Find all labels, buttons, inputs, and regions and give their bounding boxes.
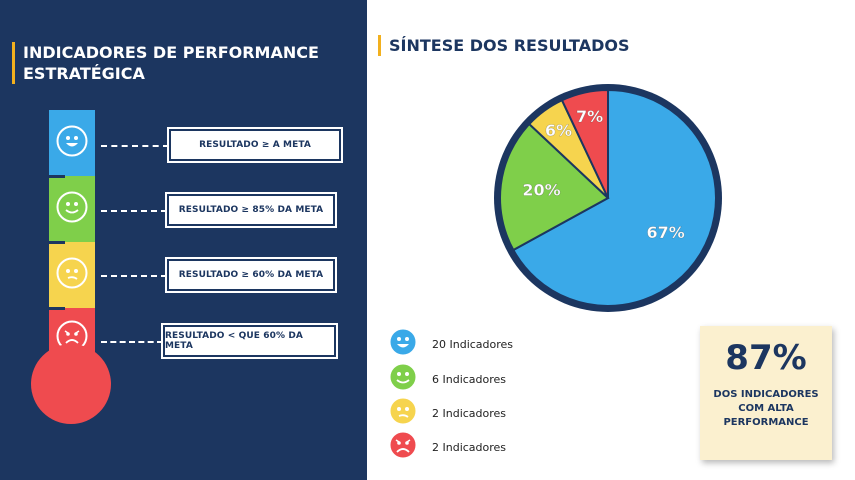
legend-item: 6 Indicadores (388, 362, 506, 397)
smile-face-icon (388, 362, 418, 397)
legend-label: 2 Indicadores (432, 407, 507, 420)
neutral-face-icon (388, 396, 418, 431)
connector-line (101, 275, 167, 277)
connector-line (101, 210, 167, 212)
pie-slice-label: 20% (522, 181, 560, 200)
thermometer-bulb (31, 344, 111, 424)
happy-face-icon (388, 327, 418, 362)
result-level-box: RESULTADO < QUE 60% DA META (163, 325, 336, 357)
legend-item: 2 Indicadores (388, 430, 506, 465)
legend-label: 6 Indicadores (432, 373, 507, 386)
results-pie-chart: 67% 20% 6%7% (494, 84, 722, 312)
legend-item: 20 Indicadores (388, 327, 513, 362)
pie-slice-label: 6% (545, 121, 572, 140)
pie-slice-label: 7% (576, 107, 603, 126)
kpi-card: 87% DOS INDICADORES COM ALTA PERFORMANCE (700, 326, 832, 460)
pie-slice-label: 67% (646, 223, 684, 242)
pie-slice (499, 122, 610, 252)
result-level-box: RESULTADO ≥ A META (169, 129, 341, 161)
result-level-box: RESULTADO ≥ 85% DA META (167, 194, 335, 226)
sad-face-icon (388, 430, 418, 465)
sad-face-icon (56, 320, 88, 357)
neutral-face-icon (56, 257, 88, 294)
smile-face-icon (56, 191, 88, 228)
pie-slice (511, 88, 717, 307)
thermometer-segment-60-percent (49, 242, 95, 308)
thermometer-segment-above-goal (49, 110, 95, 176)
right-section-title: SÍNTESE DOS RESULTADOS (378, 35, 629, 56)
legend-item: 2 Indicadores (388, 396, 506, 431)
left-section-title: INDICADORES DE PERFORMANCE ESTRATÉGICA (12, 42, 343, 84)
result-level-box: RESULTADO ≥ 60% DA META (167, 259, 335, 291)
thermometer-tick (49, 241, 65, 244)
connector-line (101, 145, 169, 147)
legend-label: 20 Indicadores (432, 338, 514, 351)
thermometer-segment-85-percent (49, 176, 95, 242)
thermometer-tick (49, 175, 65, 178)
legend-label: 2 Indicadores (432, 441, 507, 454)
happy-face-icon (56, 125, 88, 162)
thermometer-tick (49, 307, 65, 310)
connector-line (101, 341, 163, 343)
kpi-description: DOS INDICADORES COM ALTA PERFORMANCE (713, 389, 819, 428)
kpi-value: 87% (725, 338, 807, 378)
pie-slice (560, 88, 609, 199)
